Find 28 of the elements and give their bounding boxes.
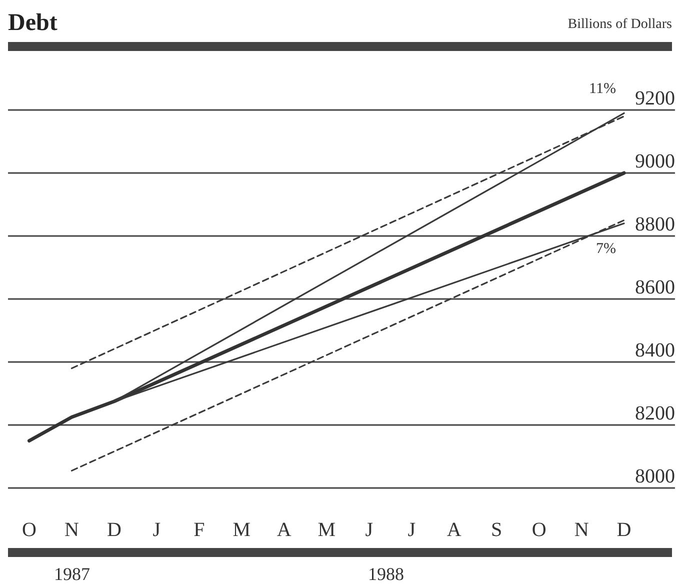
x-tick-label: M xyxy=(318,519,336,542)
x-tick-label: A xyxy=(446,519,462,542)
x-tick-label: N xyxy=(64,519,79,542)
annotation: 7% xyxy=(596,241,616,257)
y-tick-label: 8600 xyxy=(635,276,675,298)
text: 1988 xyxy=(368,564,404,584)
text: 11% xyxy=(589,81,616,97)
x-tick-label: A xyxy=(276,519,292,542)
y-tick-label: 9200 xyxy=(635,87,675,110)
text: 1987 xyxy=(54,564,90,584)
y-tick-label: 8000 xyxy=(635,465,675,488)
x-tick-label: F xyxy=(194,519,205,542)
x-tick-label: J xyxy=(408,519,416,542)
chart-title: Debt xyxy=(8,10,58,36)
y-tick-label: 8200 xyxy=(635,402,675,424)
y-tick-label: 9000 xyxy=(635,150,675,172)
x-tick-label: D xyxy=(106,519,122,542)
x-tick-label: O xyxy=(532,519,546,542)
x-tick-label: J xyxy=(152,519,161,542)
y-tick-label: 8800 xyxy=(635,213,675,236)
x-tick-label: J xyxy=(365,519,374,542)
y-tick-label: 8400 xyxy=(635,339,675,362)
x-tick-label: M xyxy=(232,519,251,542)
x-tick-label: O xyxy=(22,519,36,542)
x-tick-label: S xyxy=(491,519,502,542)
y-axis-title: Billions of Dollars xyxy=(568,17,672,32)
x-tick-label: N xyxy=(574,519,589,542)
x-tick-label: D xyxy=(616,519,632,542)
